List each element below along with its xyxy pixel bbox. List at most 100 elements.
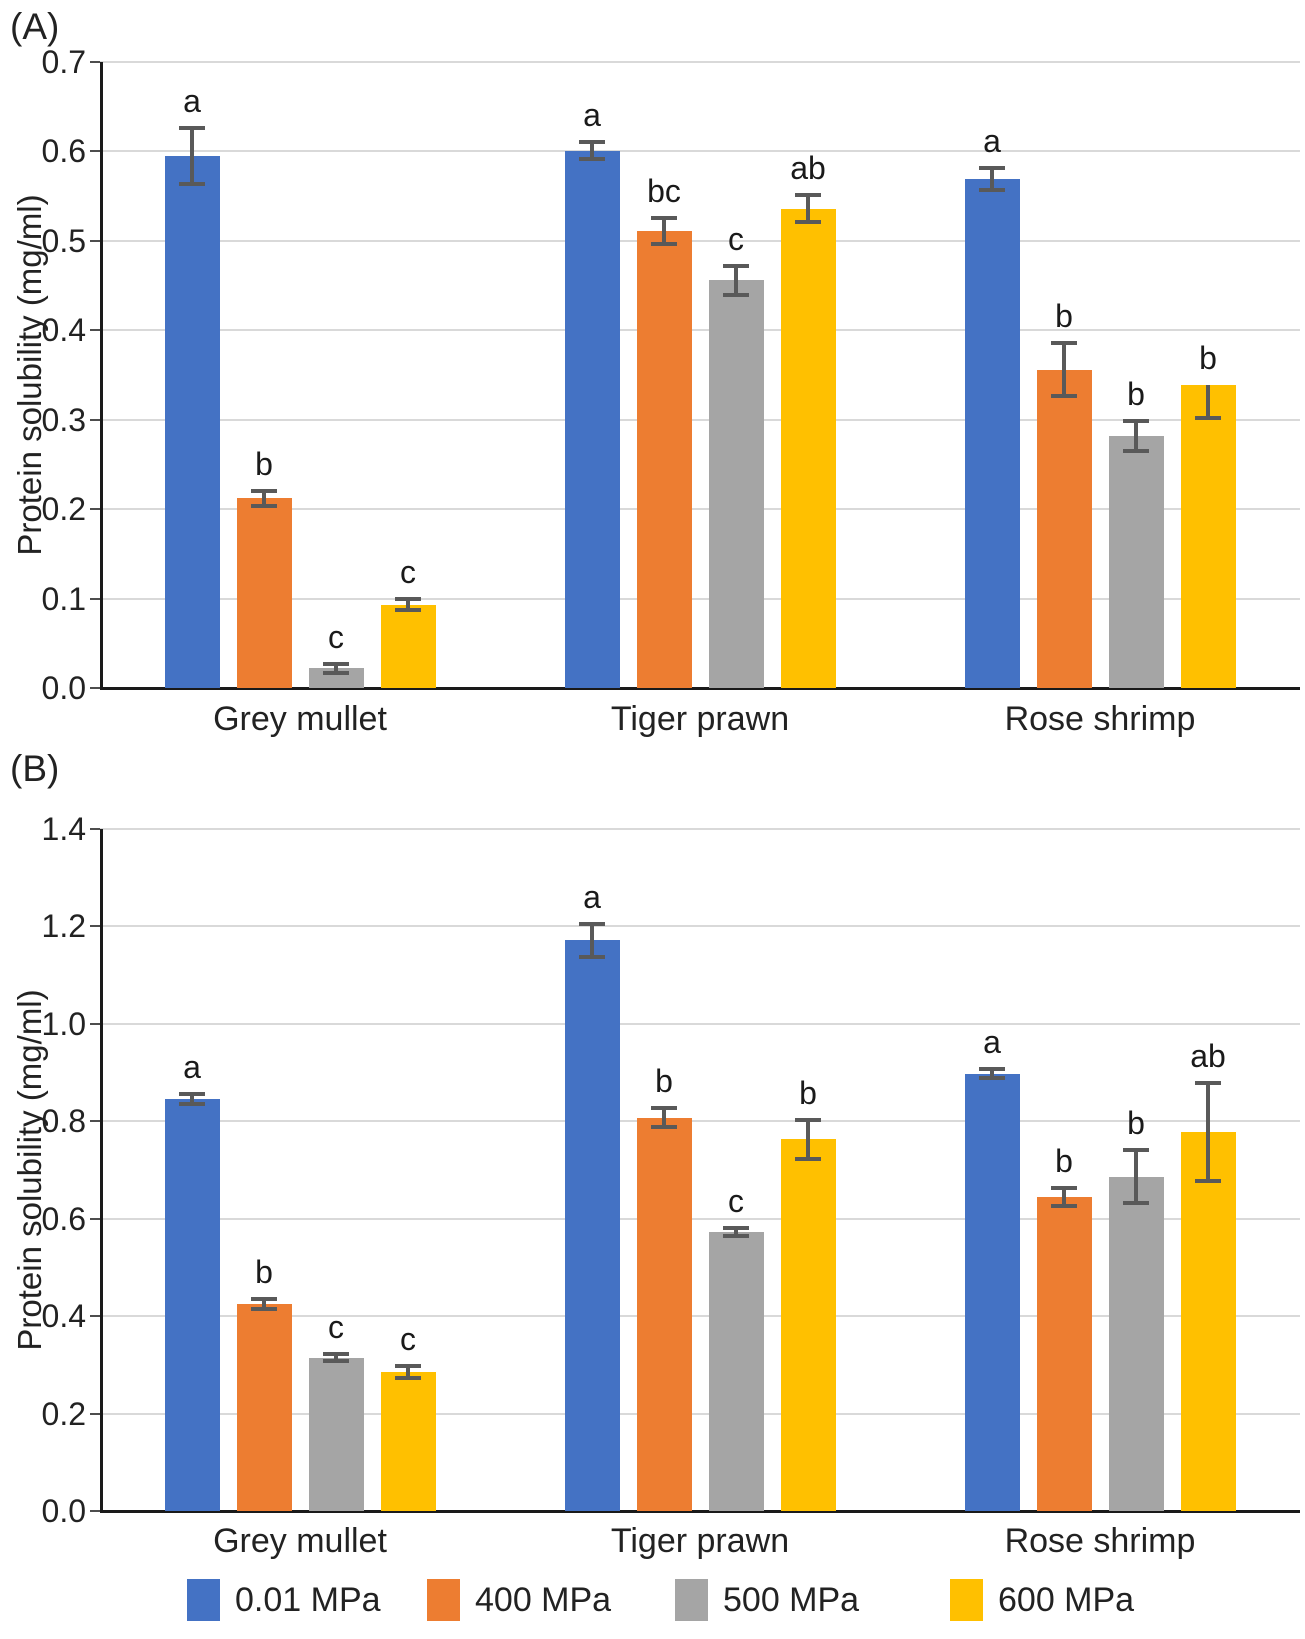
error-bar-cap-top xyxy=(723,1225,749,1230)
error-bar-line xyxy=(406,1366,410,1378)
error-bar-line xyxy=(734,265,738,295)
significance-letter: a xyxy=(183,1049,201,1086)
significance-letter: a xyxy=(983,1023,1001,1060)
error-bar-cap-top xyxy=(795,1117,821,1122)
bar-500mpa xyxy=(708,280,764,688)
gridline xyxy=(100,1217,1300,1220)
error-bar-line xyxy=(1134,1150,1138,1203)
gridline xyxy=(100,508,1300,511)
error-bar-line xyxy=(190,128,194,184)
error-bar-line xyxy=(662,217,666,245)
gridline xyxy=(100,1412,1300,1415)
bar-500mpa xyxy=(308,668,364,688)
gridline xyxy=(100,1120,1300,1123)
error-bar-line xyxy=(590,142,594,159)
error-bar-cap-top xyxy=(1195,1081,1221,1086)
error-bar-cap-top xyxy=(179,126,205,131)
significance-letter: b xyxy=(255,446,273,483)
error-bar-line xyxy=(590,923,594,957)
error-bar-line xyxy=(990,1068,994,1079)
legend-swatch xyxy=(187,1579,220,1621)
significance-letter: a xyxy=(583,878,601,915)
error-bar-cap-bottom xyxy=(723,1233,749,1238)
legend-label: 600 MPa xyxy=(998,1581,1135,1619)
error-bar-cap-bottom xyxy=(1123,1200,1149,1205)
error-bar-cap-bottom xyxy=(723,292,749,297)
bar-001mpa xyxy=(164,1099,220,1511)
error-bar-cap-bottom xyxy=(1195,415,1221,420)
y-axis-tick xyxy=(90,1412,100,1415)
error-bar-line xyxy=(1062,342,1066,397)
error-bar-line xyxy=(662,1107,666,1127)
error-bar-cap-top xyxy=(251,489,277,494)
y-axis-line xyxy=(100,62,103,688)
gridline xyxy=(100,61,1300,63)
bar-600mpa xyxy=(1180,384,1236,688)
significance-letter: a xyxy=(983,123,1001,160)
bar-400mpa xyxy=(1036,369,1092,688)
gridline xyxy=(100,828,1300,830)
significance-letter: b xyxy=(1127,375,1145,412)
legend-swatch xyxy=(950,1579,983,1621)
significance-letter: b xyxy=(1199,339,1217,376)
x-axis-line xyxy=(100,1510,1300,1513)
category-label: Rose shrimp xyxy=(1004,700,1196,738)
error-bar-cap-bottom xyxy=(395,608,421,613)
error-bar-cap-top xyxy=(323,661,349,666)
error-bar-cap-bottom xyxy=(323,1359,349,1364)
y-axis-tick xyxy=(90,239,100,242)
significance-letter: ab xyxy=(790,150,826,187)
bar-001mpa xyxy=(564,150,620,688)
gridline xyxy=(100,418,1300,421)
significance-letter: b xyxy=(655,1062,673,1099)
error-bar-cap-bottom xyxy=(395,1376,421,1380)
significance-letter: c xyxy=(328,1308,344,1345)
error-bar-cap-bottom xyxy=(795,1156,821,1161)
error-bar-cap-bottom xyxy=(979,187,1005,192)
error-bar-cap-bottom xyxy=(1195,1178,1221,1183)
error-bar-cap-bottom xyxy=(1051,394,1077,399)
error-bar-cap-bottom xyxy=(1123,449,1149,453)
panel-b-label: (B) xyxy=(10,748,60,789)
error-bar-cap-bottom xyxy=(651,242,677,247)
error-bar-cap-top xyxy=(1051,1186,1077,1191)
y-axis-tick-label: 0.4 xyxy=(41,1298,86,1335)
error-bar-line xyxy=(1206,1083,1210,1181)
y-axis-tick xyxy=(90,418,100,421)
error-bar-line xyxy=(406,599,410,611)
error-bar-cap-top xyxy=(251,1297,277,1302)
y-axis-tick-label: 0.1 xyxy=(41,580,86,617)
y-axis-tick-label: 0.6 xyxy=(41,133,86,170)
error-bar-cap-top xyxy=(323,1351,349,1356)
bar-600mpa xyxy=(1180,1132,1236,1511)
y-axis-tick xyxy=(90,1217,100,1220)
y-axis-tick-label: 0.5 xyxy=(41,222,86,259)
category-label: Grey mullet xyxy=(213,1522,387,1560)
bar-400mpa xyxy=(636,231,692,688)
bar-001mpa xyxy=(164,155,220,688)
category-label: Grey mullet xyxy=(213,700,387,738)
error-bar-cap-top xyxy=(395,1364,421,1369)
error-bar-cap-top xyxy=(179,1092,205,1097)
error-bar-line xyxy=(334,1353,338,1362)
legend-label: 400 MPa xyxy=(475,1581,612,1619)
error-bar-line xyxy=(190,1094,194,1105)
y-axis-tick xyxy=(90,150,100,153)
bar-600mpa xyxy=(380,604,436,688)
bar-600mpa xyxy=(780,1139,836,1511)
bar-500mpa xyxy=(708,1231,764,1511)
significance-letter: b xyxy=(255,1254,273,1291)
y-axis-tick-label: 0.2 xyxy=(41,1395,86,1432)
legend-swatch xyxy=(675,1579,708,1621)
error-bar-line xyxy=(806,195,810,223)
gridline xyxy=(100,925,1300,928)
error-bar-cap-top xyxy=(651,215,677,220)
gridline xyxy=(100,1022,1300,1025)
y-axis-tick-label: 0.4 xyxy=(41,312,86,349)
significance-letter: c xyxy=(400,1321,416,1358)
y-axis-tick xyxy=(90,687,100,689)
y-axis-tick xyxy=(90,61,100,63)
